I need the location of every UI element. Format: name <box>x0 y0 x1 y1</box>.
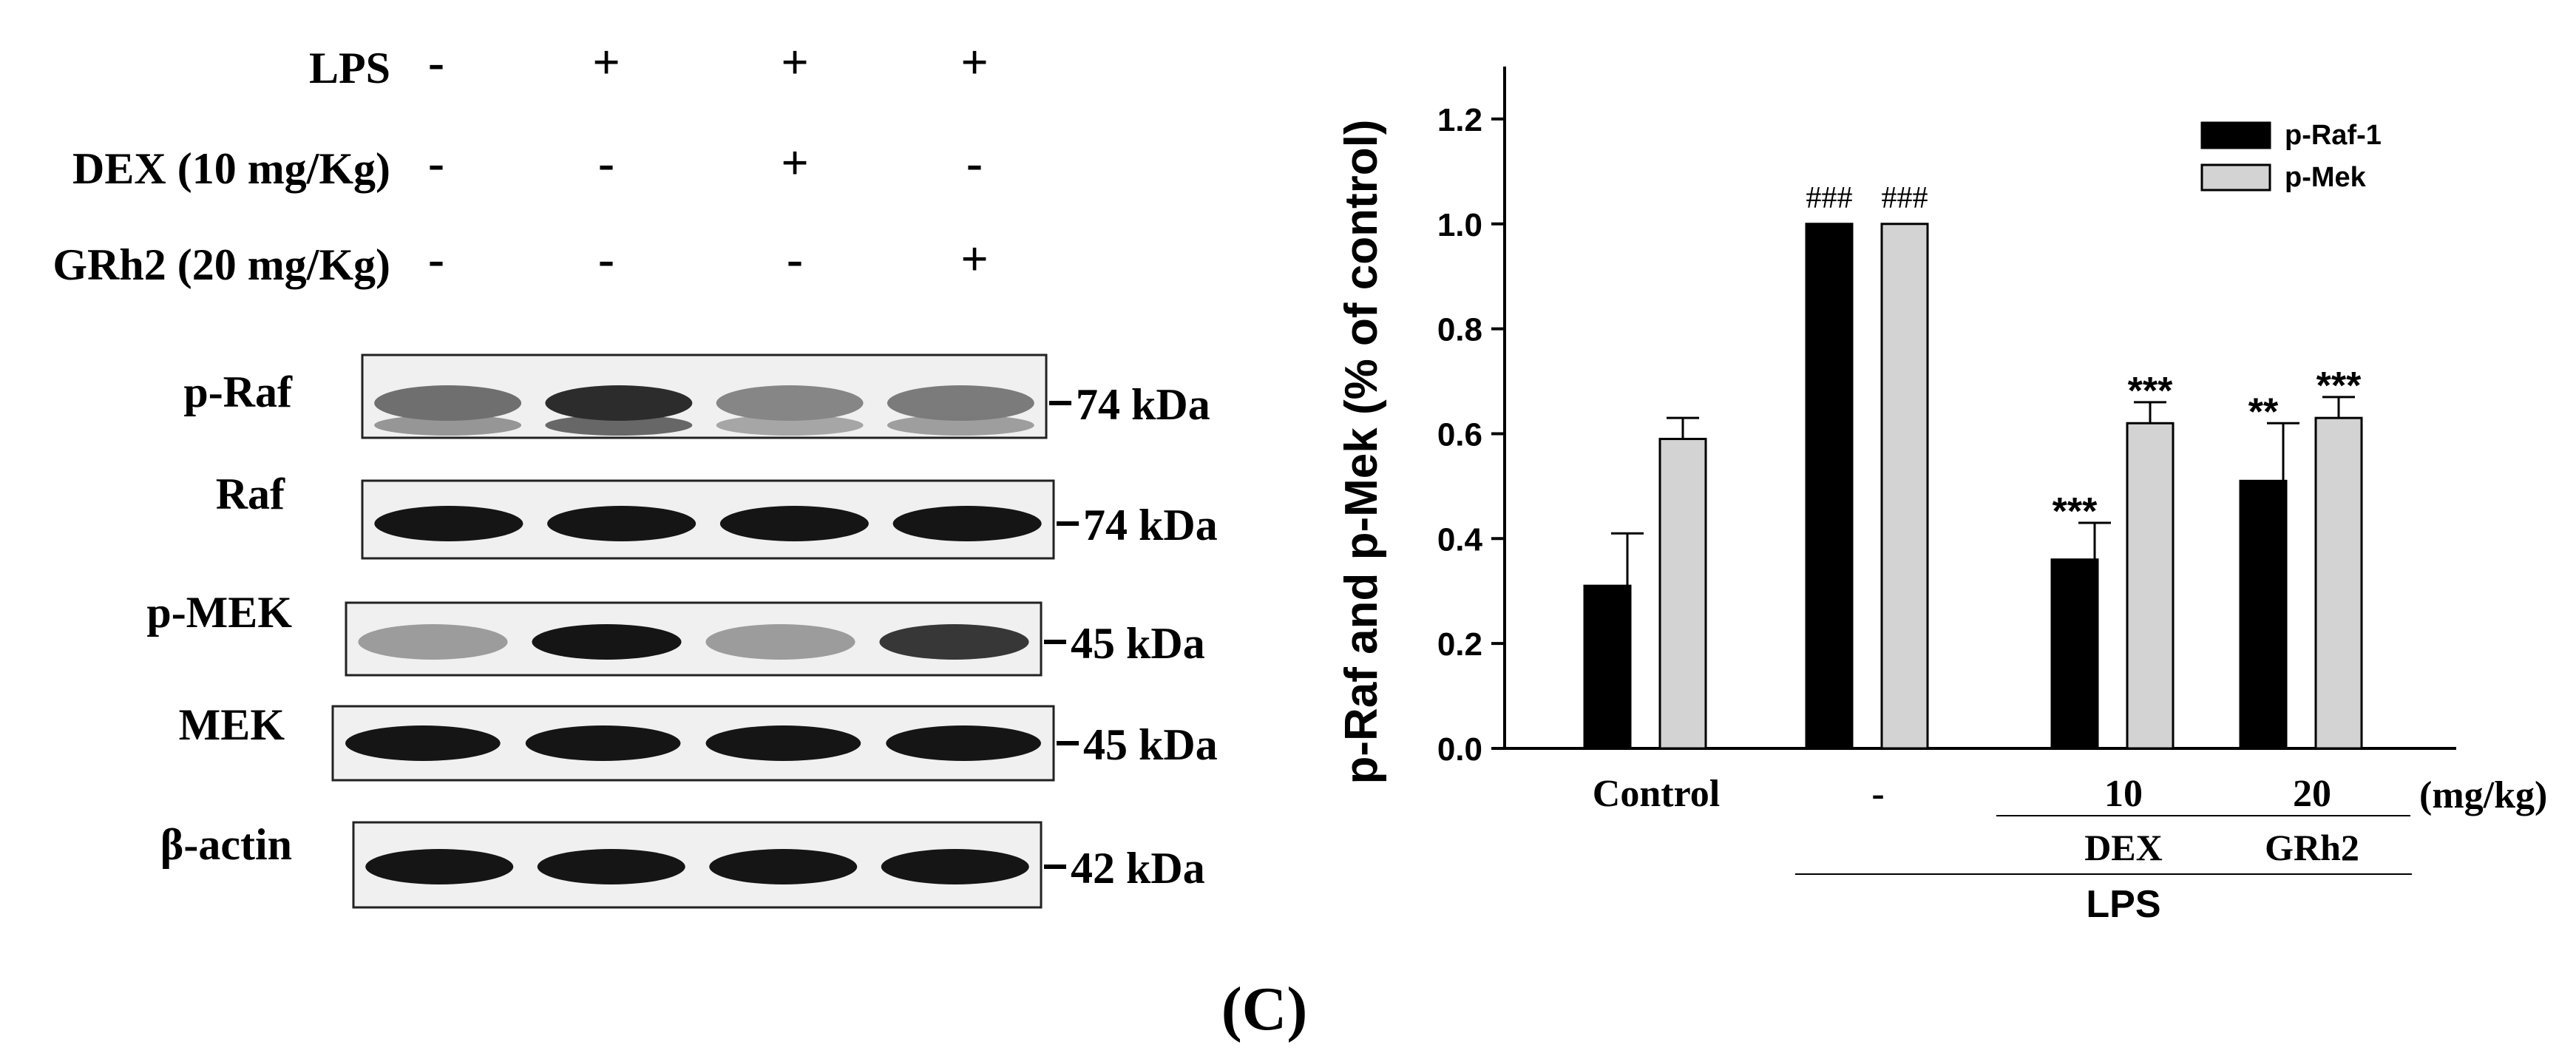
bar <box>2314 416 2363 750</box>
treatment-label: DEX (10 mg/Kg) <box>72 144 390 193</box>
treatment-sign: - <box>428 136 444 190</box>
blot-band <box>716 415 864 436</box>
blot-band <box>709 849 858 884</box>
blot-band <box>881 849 1029 884</box>
bar <box>2126 422 2175 750</box>
blot-label: Raf <box>216 470 285 518</box>
blot-row: MEK 45 kDa <box>179 700 1218 782</box>
treatment-label: LPS <box>309 44 390 92</box>
x-category-label: 20 <box>2293 773 2331 815</box>
y-tick-label: 0.2 <box>1437 626 1482 663</box>
blot-band <box>358 624 508 660</box>
western-blot-panel: LPS - + + +DEX (10 mg/Kg) - - + -GRh2 (20 mg/Kg)… <box>52 35 1218 909</box>
treatment-sign: + <box>960 35 989 89</box>
significance-label: *** <box>2053 490 2098 533</box>
legend-swatch <box>2200 163 2271 192</box>
significance-label: ### <box>1806 181 1853 215</box>
chart-bars: ###*****###*** *** <box>1583 181 2363 750</box>
blot-label: p-MEK <box>146 588 292 637</box>
bar <box>2239 479 2288 750</box>
treatment-sign: + <box>592 35 620 89</box>
significance-label: *** <box>2316 365 2362 407</box>
treatment-sign: - <box>598 136 614 190</box>
bar <box>1658 438 1707 750</box>
blot-band <box>345 725 501 761</box>
blot-size: 42 kDa <box>1071 844 1205 893</box>
treatment-sign: - <box>787 232 803 286</box>
blot-row: Raf 74 kDa <box>216 470 1218 560</box>
treatment-sign: + <box>781 35 809 89</box>
x-category-label: Control <box>1593 773 1720 815</box>
x-category-label: 10 <box>2104 773 2143 815</box>
treatment-sign: + <box>960 232 989 286</box>
blot-band <box>547 506 696 541</box>
treatment-label: GRh2 (20 mg/Kg) <box>52 240 390 289</box>
blot-size: 45 kDa <box>1071 619 1205 668</box>
y-axis-label: p-Raf and p-Mek (% of control) <box>1336 120 1387 785</box>
blot-label: MEK <box>179 700 285 749</box>
blot-band <box>887 385 1034 421</box>
treatment-table: LPS - + + +DEX (10 mg/Kg) - - + -GRh2 (20 mg/Kg)… <box>52 35 988 289</box>
treatment-sign: - <box>428 232 444 286</box>
y-tick-label: 1.0 <box>1437 207 1482 243</box>
blot-band <box>525 725 681 761</box>
y-tick-label: 0.0 <box>1437 731 1482 768</box>
legend-label: p-Mek <box>2285 162 2367 193</box>
unit-label: (mg/kg) <box>2419 774 2547 816</box>
y-tick-label: 0.4 <box>1437 521 1483 558</box>
blot-size: 74 kDa <box>1083 501 1218 549</box>
blot-band <box>705 725 861 761</box>
x-axis-groups: Control - 10 20 (mg/kg) DEX GRh2 LPS <box>1593 773 2548 926</box>
blot-band <box>374 385 522 421</box>
blot-band <box>545 385 693 421</box>
blot-band <box>879 624 1029 660</box>
blot-band <box>374 506 523 541</box>
blot-band <box>719 506 869 541</box>
bar-chart: 0.0 0.2 0.4 0.6 0.8 1.0 1.2 p-Raf and p-Mek (% … <box>1336 67 2547 926</box>
y-tick-label: 0.6 <box>1437 416 1482 453</box>
y-tick-label: 1.2 <box>1437 102 1482 138</box>
significance-label: ** <box>2248 390 2279 433</box>
blot-label: β-actin <box>160 820 292 869</box>
blot-row: p-MEK 45 kDa <box>146 588 1205 677</box>
group-sub-label: GRh2 <box>2265 827 2359 868</box>
bar <box>2050 558 2099 750</box>
blot-band <box>887 415 1034 436</box>
blot-band <box>892 506 1042 541</box>
treatment-sign: - <box>428 35 444 89</box>
legend-swatch <box>2200 121 2271 149</box>
chart-legend: p-Raf-1 p-Mek <box>2200 120 2382 193</box>
group-main-label: LPS <box>2086 883 2160 926</box>
blot-size: 74 kDa <box>1076 380 1210 429</box>
significance-label: *** <box>2128 370 2173 413</box>
treatment-sign: - <box>598 232 614 286</box>
blot-row: β-actin 42 kDa <box>160 820 1205 909</box>
blot-band <box>886 725 1041 761</box>
blot-band <box>705 624 855 660</box>
y-tick-label: 0.8 <box>1437 312 1482 348</box>
blot-label: p-Raf <box>183 368 293 416</box>
legend-label: p-Raf-1 <box>2285 120 2382 151</box>
blot-band <box>365 849 514 884</box>
figure-label: (C) <box>1221 975 1308 1043</box>
x-category-label: - <box>1871 773 1884 815</box>
blot-band <box>374 415 522 436</box>
blot-size: 45 kDa <box>1083 720 1218 769</box>
blot-row: p-Raf 74 kDa <box>183 353 1210 439</box>
group-sub-label: DEX <box>2084 827 2163 868</box>
bar <box>1805 223 1854 750</box>
blot-band <box>532 624 682 660</box>
bar <box>1880 223 1929 750</box>
blot-rows: p-Raf 74 kDa Raf 74 kDa p-MEK 45 kDa MEK 45 kDa… <box>146 353 1218 909</box>
blot-band <box>545 415 693 436</box>
blot-band <box>537 849 685 884</box>
bar <box>1583 584 1632 750</box>
treatment-sign: - <box>966 136 983 190</box>
significance-label: ### <box>1882 181 1928 215</box>
blot-band <box>716 385 864 421</box>
treatment-sign: + <box>781 136 809 190</box>
